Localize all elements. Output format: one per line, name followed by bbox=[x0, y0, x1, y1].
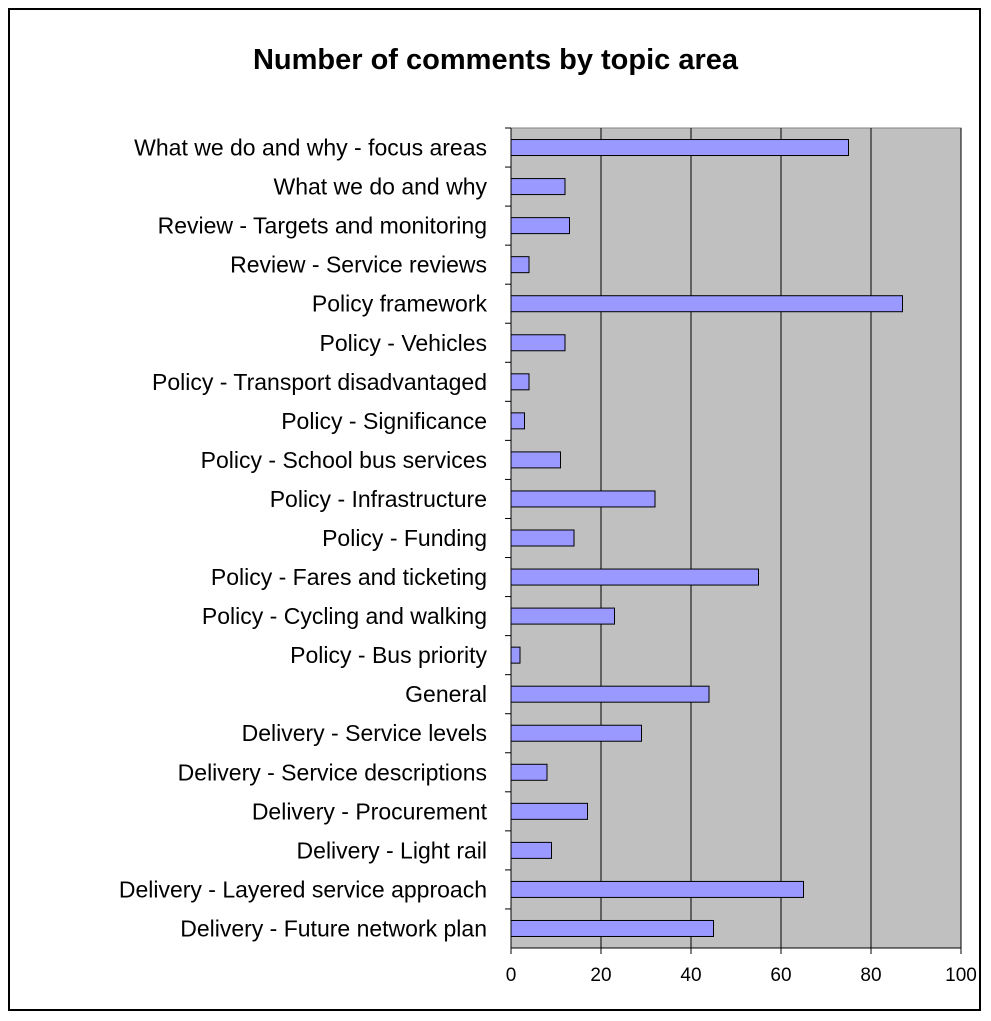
x-tick-label: 80 bbox=[860, 965, 881, 986]
bar bbox=[510, 607, 615, 625]
category-label: Policy framework bbox=[312, 291, 488, 317]
x-tick-label: 0 bbox=[506, 965, 517, 986]
bar bbox=[510, 568, 759, 586]
category-label: Policy - School bus services bbox=[201, 447, 487, 473]
bar bbox=[510, 490, 656, 508]
category-label: General bbox=[405, 681, 487, 707]
category-label: Delivery - Service levels bbox=[242, 720, 487, 746]
x-tick-label: 60 bbox=[770, 965, 791, 986]
category-label: Delivery - Light rail bbox=[297, 837, 487, 863]
category-label: Delivery - Future network plan bbox=[180, 915, 487, 941]
category-label: Policy - Bus priority bbox=[290, 642, 487, 668]
bar bbox=[510, 802, 588, 820]
bar bbox=[510, 295, 903, 313]
category-label: Policy - Vehicles bbox=[320, 330, 487, 356]
bar bbox=[510, 841, 552, 859]
category-label: Delivery - Service descriptions bbox=[178, 759, 487, 785]
bar bbox=[510, 334, 566, 352]
plot-area bbox=[510, 127, 962, 949]
bar bbox=[510, 373, 530, 391]
bar bbox=[510, 529, 575, 547]
category-label: Policy - Significance bbox=[281, 408, 487, 434]
bar bbox=[510, 880, 804, 898]
category-label: Policy - Fares and ticketing bbox=[211, 564, 487, 590]
category-label: Policy - Funding bbox=[322, 525, 487, 551]
category-label: Policy - Transport disadvantaged bbox=[152, 369, 487, 395]
category-label: Review - Service reviews bbox=[230, 252, 487, 278]
x-tick-label: 100 bbox=[945, 965, 977, 986]
x-tick-label: 20 bbox=[590, 965, 611, 986]
bar bbox=[510, 217, 570, 235]
bar bbox=[510, 139, 849, 157]
category-label: Delivery - Procurement bbox=[252, 798, 488, 824]
chart-title: Number of comments by topic area bbox=[252, 44, 739, 76]
bar bbox=[510, 451, 561, 469]
bar bbox=[510, 724, 642, 742]
x-tick-label: 40 bbox=[680, 965, 701, 986]
category-label: Delivery - Layered service approach bbox=[119, 876, 487, 902]
bar bbox=[510, 256, 530, 274]
bar bbox=[510, 646, 521, 664]
category-label: Policy - Cycling and walking bbox=[202, 603, 487, 629]
bar bbox=[510, 763, 548, 781]
bar bbox=[510, 412, 525, 430]
category-label: Review - Targets and monitoring bbox=[158, 213, 487, 239]
bar bbox=[510, 178, 566, 196]
category-label: Policy - Infrastructure bbox=[270, 486, 487, 512]
category-label: What we do and why bbox=[273, 174, 487, 200]
category-label: What we do and why - focus areas bbox=[134, 135, 487, 161]
bar bbox=[510, 685, 710, 703]
bar bbox=[510, 919, 714, 937]
